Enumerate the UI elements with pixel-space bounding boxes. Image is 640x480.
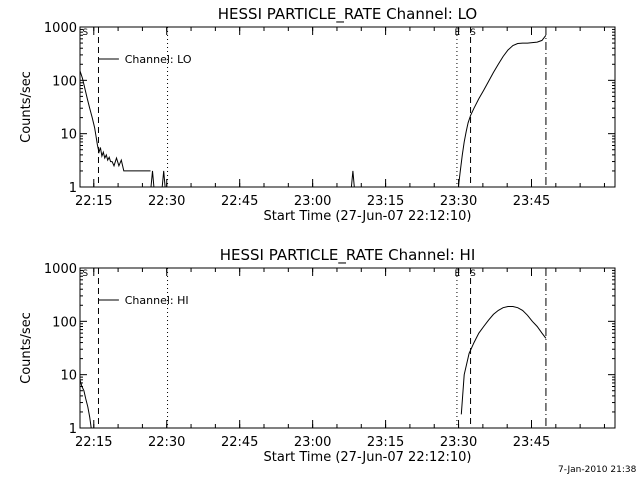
event-marker-s: S — [82, 269, 88, 279]
y-tick-label: 1000 — [44, 21, 77, 36]
event-marker-s: S — [82, 28, 88, 38]
series-line-segment — [350, 170, 355, 188]
x-tick-label: 23:00 — [294, 194, 331, 209]
x-tick-label: 23:45 — [513, 435, 550, 450]
chart-title: HESSI PARTICLE_RATE Channel: LO — [218, 5, 477, 24]
series-line-segment — [150, 170, 155, 188]
plot-frame — [79, 26, 616, 188]
x-tick-label: 22:15 — [75, 194, 112, 209]
x-tick-label: 23:30 — [440, 194, 477, 209]
series-line-segment — [79, 379, 92, 429]
event-marker-e: E — [455, 269, 461, 279]
series-line-segment — [79, 70, 151, 172]
legend-label: Channel: LO — [125, 53, 192, 66]
series-line-segment — [457, 34, 547, 188]
x-tick-label: 23:30 — [440, 435, 477, 450]
y-tick-label: 10 — [60, 128, 77, 143]
y-tick-label: 100 — [52, 315, 77, 330]
x-tick-label: 23:45 — [513, 194, 550, 209]
x-tick-label: 23:15 — [367, 435, 404, 450]
x-tick-label: 22:45 — [221, 194, 258, 209]
x-tick-label: 22:45 — [221, 435, 258, 450]
chart-panel-hi: HESSI PARTICLE_RATE Channel: HI 1 10 100 100… — [19, 246, 616, 465]
plot-frame — [79, 267, 616, 429]
y-tick-label: 1000 — [44, 262, 77, 277]
y-tick-label: 10 — [60, 369, 77, 384]
x-tick-label: 23:00 — [294, 435, 331, 450]
x-axis-label: Start Time (27-Jun-07 22:12:10) — [264, 450, 472, 465]
series-line-segment — [161, 170, 166, 188]
event-marker-e: E — [455, 28, 461, 38]
legend-label: Channel: HI — [125, 294, 189, 307]
chart-panel-lo: HESSI PARTICLE_RATE Channel: LO 1 10 100 100… — [19, 5, 616, 224]
x-axis-label: Start Time (27-Jun-07 22:12:10) — [264, 209, 472, 224]
y-axis-label: Counts/sec — [19, 71, 34, 143]
y-axis-label: Counts/sec — [19, 312, 34, 384]
date-stamp: 7-Jan-2010 21:38 — [558, 465, 637, 475]
chart-title: HESSI PARTICLE_RATE Channel: HI — [220, 246, 476, 265]
x-tick-label: 22:30 — [148, 194, 185, 209]
event-marker-s: S — [470, 269, 476, 279]
x-tick-label: 22:30 — [148, 435, 185, 450]
x-tick-label: 22:15 — [75, 435, 112, 450]
series-line-segment — [460, 306, 547, 415]
event-marker-s: S — [470, 28, 476, 38]
y-tick-label: 100 — [52, 74, 77, 89]
y-tick-label: 1 — [69, 181, 77, 196]
y-tick-label: 1 — [69, 422, 77, 437]
x-tick-label: 23:15 — [367, 194, 404, 209]
